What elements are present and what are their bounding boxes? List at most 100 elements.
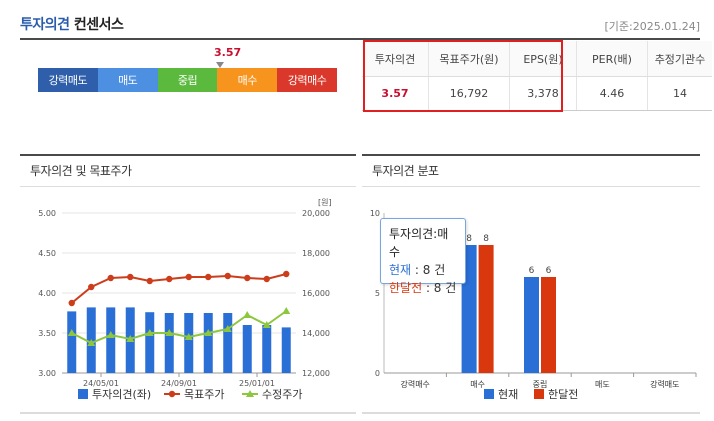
opinion-bar: [262, 325, 272, 373]
y-left-tick-label: 4.00: [38, 289, 56, 298]
gauge-seg-sell: 매도: [97, 68, 158, 92]
y-left-tick-label: 5.00: [38, 209, 56, 218]
legend-label-opinion: 투자의견(좌): [92, 388, 151, 401]
y-right-tick-label: 14,000: [302, 329, 330, 338]
td-per: 4.46: [576, 76, 648, 111]
y-left-tick-label: 3.50: [38, 329, 56, 338]
adjusted-price-point: [184, 333, 193, 340]
target-price-point: [244, 274, 251, 282]
y-right-unit: [원]: [318, 198, 332, 207]
x-tick-label: 24/05/01: [83, 379, 119, 388]
legend-label-current: 현재: [498, 388, 518, 401]
opinion-bar: [106, 307, 116, 373]
gauge-seg-buy: 매수: [217, 68, 278, 92]
adjusted-price-point: [262, 321, 271, 328]
gauge-marker-icon: [216, 62, 224, 68]
category-label: 강력매수: [400, 379, 429, 389]
th-institutions: 추정기관수: [647, 41, 712, 77]
section-title: 투자의견 컨센서스: [20, 14, 124, 34]
gauge-seg-strong-buy: 강력매수: [277, 68, 337, 92]
opinion-bar: [184, 313, 194, 373]
gauge-seg-strong-sell: 강력매도: [38, 68, 98, 92]
adjusted-price-point: [106, 331, 115, 338]
adjusted-price-line: [71, 310, 287, 345]
y-right-tick-label: 18,000: [302, 249, 330, 258]
tooltip-label: 현재: [389, 263, 412, 277]
x-tick-label: 25/01/01: [239, 379, 275, 388]
y-right-tick-label: 20,000: [302, 209, 330, 218]
opinion-bar: [164, 313, 174, 373]
opinion-bar: [67, 311, 77, 373]
header-divider: [20, 38, 700, 40]
y-left-tick-label: 4.50: [38, 249, 56, 258]
target-price-point: [205, 273, 212, 281]
target-price-point: [224, 272, 231, 280]
opinion-bar: [281, 327, 291, 373]
adjusted-price-point: [204, 329, 213, 336]
adjusted-price-point: [243, 311, 252, 318]
category-label: 강력매도: [650, 379, 679, 389]
x-tick-label: 24/09/01: [161, 379, 197, 388]
adjusted-price-point: [145, 329, 154, 336]
legend-label-prev: 한달전: [548, 388, 578, 401]
bar-data-label: 6: [529, 266, 535, 276]
gauge-current-value: 3.57: [214, 46, 242, 59]
opinion-bar: [145, 312, 155, 373]
td-institutions: 14: [647, 76, 712, 111]
distribution-bar: [524, 277, 539, 373]
tooltip-row-current: 현재 : 8 건: [389, 261, 457, 279]
target-price-point: [185, 273, 192, 281]
bar-data-label: 8: [483, 234, 489, 244]
panel-opinion-distribution: 투자의견 분포 10 5 0 강력매수 매수 중립 매도 강력매도 8 8 6 6 현재 한달전: [362, 154, 700, 414]
adjusted-price-point: [223, 325, 232, 332]
legend-label-adjusted: 수정주가: [262, 388, 302, 401]
bar-data-label: 8: [466, 234, 472, 244]
y-tick-label: 0: [375, 369, 380, 378]
th-per: PER(배): [576, 41, 648, 77]
opinion-gauge: 강력매도 매도 중립 매수 강력매수: [38, 68, 337, 92]
panel-title: 투자의견 및 목표주가: [20, 156, 356, 187]
adjusted-price-point: [126, 335, 135, 342]
tooltip-value: : 8 건: [425, 281, 457, 295]
tooltip-value: : 8 건: [414, 263, 446, 277]
adjusted-price-point: [282, 307, 291, 314]
y-tick-label: 10: [370, 209, 380, 218]
section-title-highlight: 투자의견: [20, 17, 70, 33]
base-date: [기준:2025.01.24]: [604, 20, 700, 33]
category-label: 중립: [533, 380, 548, 389]
distribution-bar: [478, 245, 494, 373]
target-price-point: [283, 270, 290, 278]
opinion-target-chart: 5.00 4.50 4.00 3.50 3.00 20,000 18,000 16,000 14…: [38, 198, 332, 401]
target-price-point: [88, 283, 95, 291]
target-price-point: [263, 275, 270, 283]
target-price-point: [146, 277, 153, 285]
tooltip-row-prev: 한달전 : 8 건: [389, 279, 457, 297]
section-title-rest: 컨센서스: [69, 17, 124, 33]
td-opinion: 3.57: [362, 76, 429, 111]
legend-swatch-opinion: [78, 389, 88, 399]
table-header-row: 투자의견 목표주가(원) EPS(원) PER(배) 추정기관수: [362, 41, 712, 77]
target-price-point: [107, 274, 114, 282]
opinion-bar: [203, 313, 213, 373]
adjusted-price-point: [165, 329, 174, 336]
legend-swatch-prev: [534, 389, 544, 399]
target-price-line: [71, 273, 287, 304]
adjusted-price-point: [87, 339, 96, 346]
y-right-tick-label: 16,000: [302, 289, 330, 298]
bar-data-label: 6: [546, 266, 552, 276]
legend-label-target: 목표주가: [184, 388, 224, 401]
th-eps: EPS(원): [509, 41, 577, 77]
distribution-bar: [541, 277, 556, 373]
panel-title: 투자의견 분포: [362, 156, 700, 187]
highlight-box: [363, 40, 563, 112]
opinion-bar: [223, 313, 233, 373]
tooltip-label: 한달전: [389, 281, 423, 295]
gauge-seg-neutral: 중립: [157, 68, 218, 92]
adjusted-price-point: [67, 329, 76, 336]
legend-marker-adjusted: [246, 390, 254, 397]
tooltip-title: 투자의견:매수: [389, 227, 449, 259]
y-right-tick-label: 12,000: [302, 369, 330, 378]
consensus-table: 투자의견 목표주가(원) EPS(원) PER(배) 추정기관수 3.57 16…: [362, 41, 712, 111]
legend-marker-target: [168, 390, 176, 398]
